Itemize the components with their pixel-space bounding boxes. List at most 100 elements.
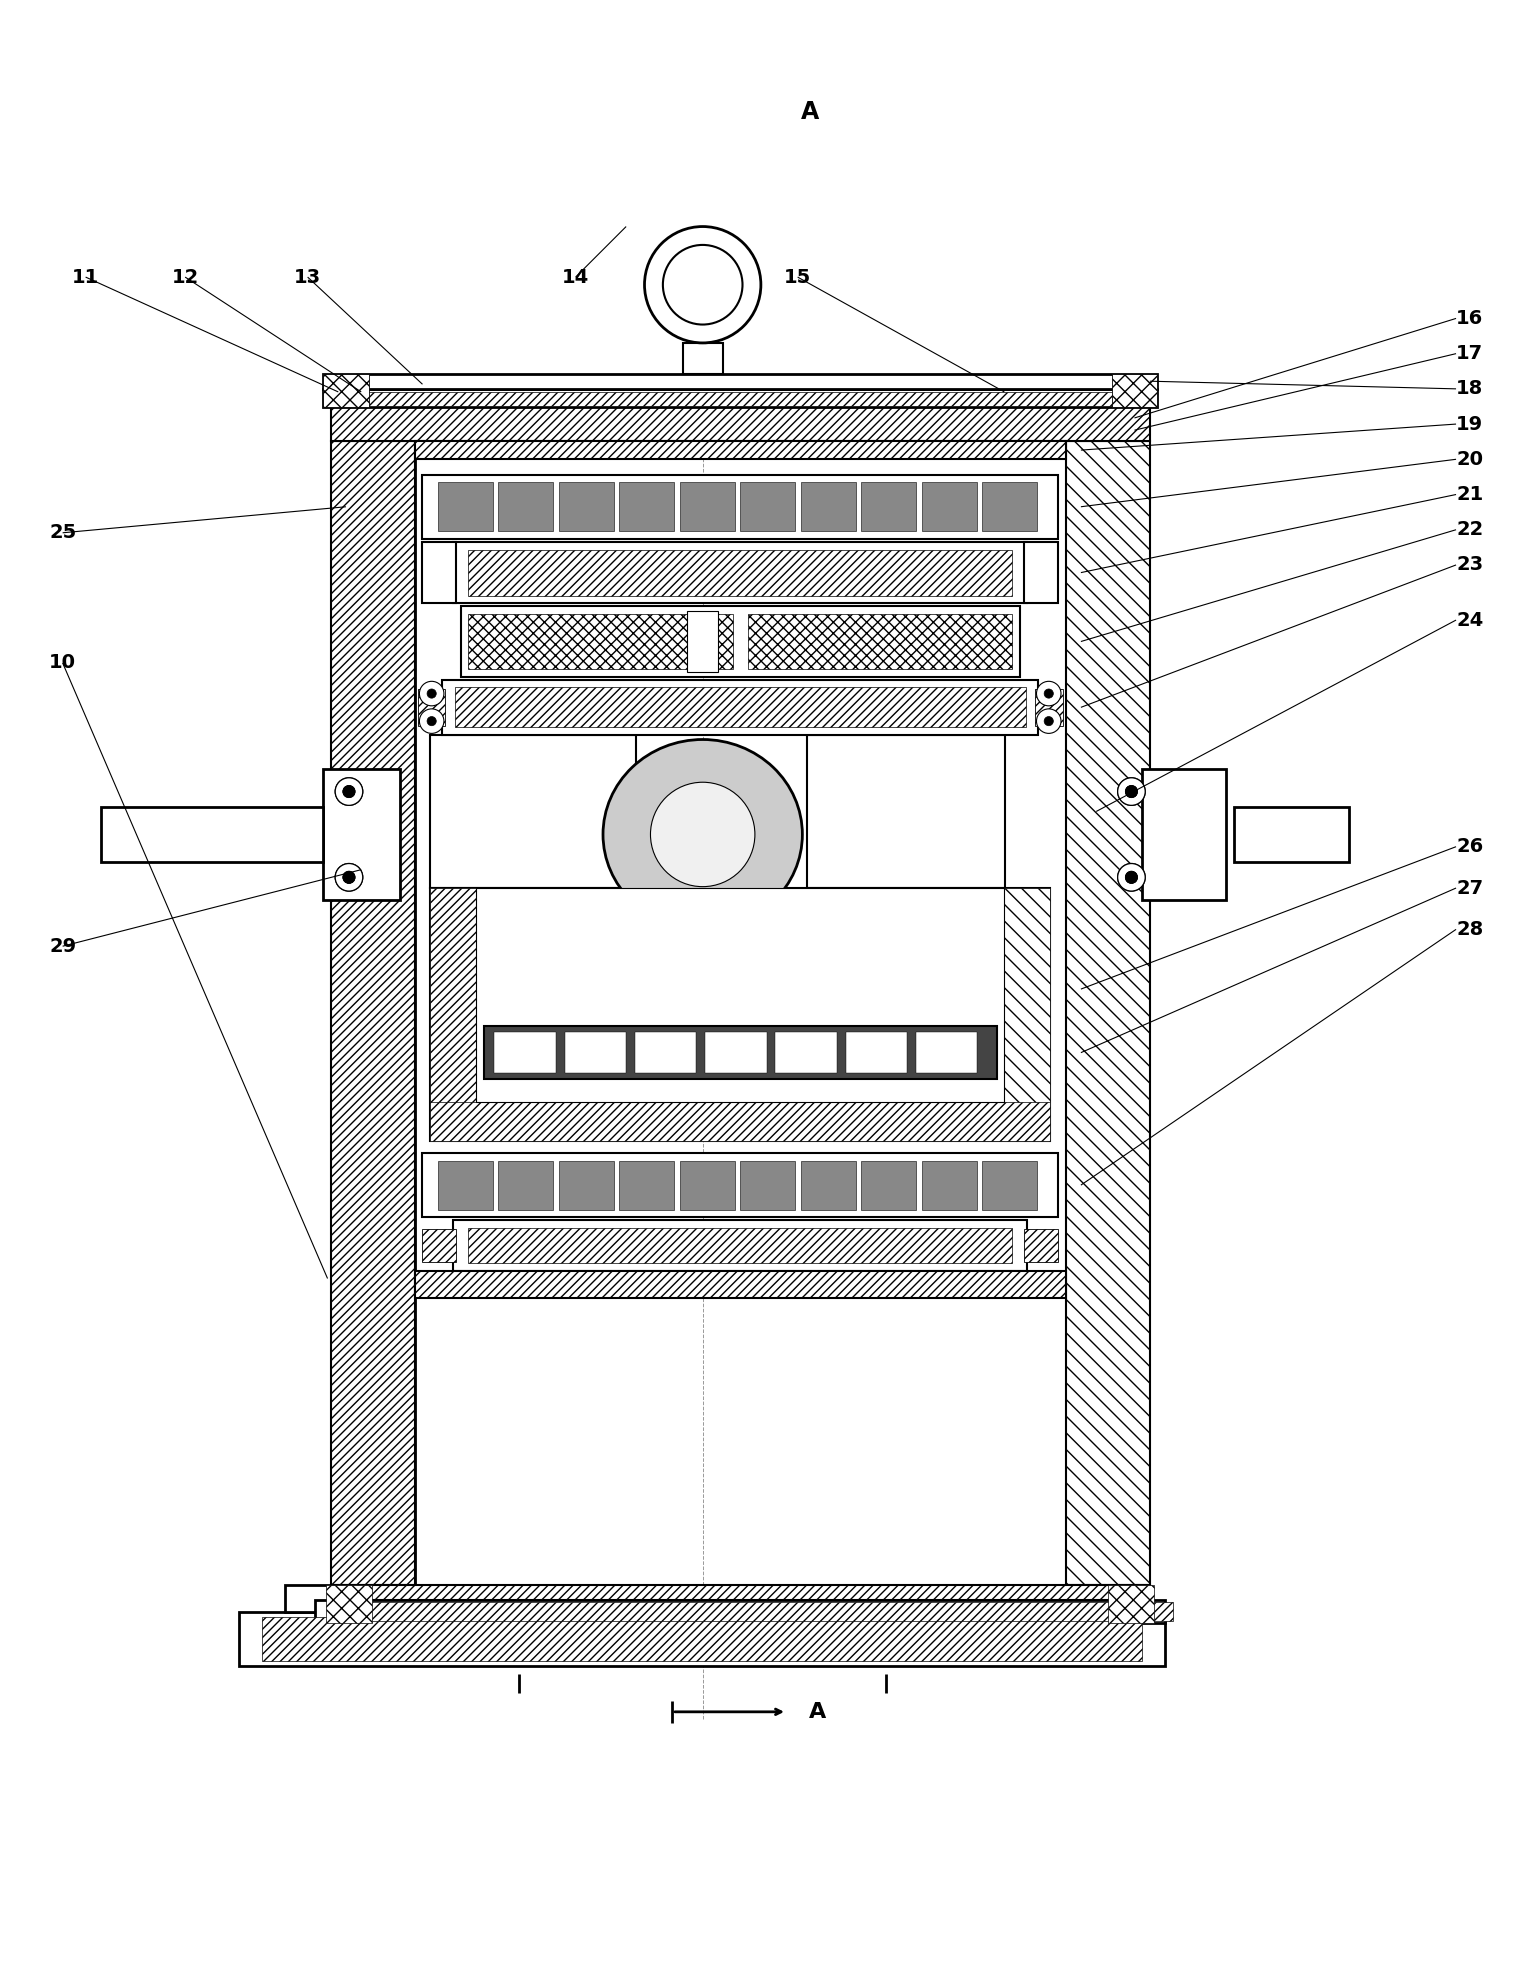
Bar [437,1160,492,1209]
Text: 29: 29 [49,937,77,955]
Circle shape [1118,778,1146,805]
Circle shape [1045,717,1054,727]
Bar [468,614,733,669]
Bar [324,768,399,900]
Bar [339,392,1143,406]
Bar [437,482,492,532]
Bar [422,1154,1058,1217]
Circle shape [1118,864,1146,892]
Circle shape [336,778,362,805]
Bar [417,689,445,727]
Circle shape [1126,786,1138,797]
Circle shape [336,778,362,805]
Circle shape [344,870,354,884]
Bar [861,482,916,532]
Bar [558,1160,614,1209]
Bar [922,1160,977,1209]
Text: 27: 27 [1456,878,1483,898]
Bar [741,482,795,532]
Text: 23: 23 [1456,555,1483,575]
Bar [499,1160,554,1209]
Ellipse shape [603,740,802,929]
Bar [422,541,456,603]
Bar [982,482,1037,532]
Text: 26: 26 [1456,837,1483,857]
Text: 24: 24 [1456,610,1483,630]
Text: 10: 10 [49,654,77,673]
Bar [285,1585,1120,1613]
Bar [620,482,675,532]
Bar [845,1032,907,1073]
Circle shape [1037,709,1062,732]
Bar [239,1613,1166,1666]
Bar [1109,1585,1155,1622]
Bar [916,1032,977,1073]
Circle shape [1126,870,1138,884]
Bar [741,1160,795,1209]
Bar [430,888,476,1140]
Bar [749,614,1012,669]
Bar [558,482,614,532]
Text: 20: 20 [1456,449,1483,469]
Bar [101,807,324,862]
Circle shape [1045,689,1054,699]
Bar [324,374,368,408]
Bar [861,1160,916,1209]
Text: 18: 18 [1456,380,1483,398]
Bar [680,1160,735,1209]
Bar [982,1160,1037,1209]
Bar [430,888,1051,1140]
Bar [468,549,1012,595]
Bar [683,343,723,374]
Text: 11: 11 [72,268,100,287]
Bar [339,1601,1174,1622]
Bar [801,1160,856,1209]
Circle shape [1118,864,1146,892]
Bar [327,1585,371,1622]
Bar [331,1585,1150,1601]
Circle shape [336,864,362,892]
Circle shape [663,244,742,325]
Bar [331,441,414,1585]
Text: 12: 12 [172,268,199,287]
Bar [316,1601,1166,1622]
Text: 13: 13 [295,268,321,287]
Circle shape [426,717,436,727]
Text: 17: 17 [1456,345,1483,362]
Circle shape [419,709,443,732]
Bar [414,1270,1066,1298]
Text: 19: 19 [1456,415,1483,433]
Bar [460,606,1020,677]
Bar [442,679,1039,734]
Text: A: A [801,100,819,124]
Circle shape [1126,786,1138,797]
Bar [422,1229,456,1262]
Bar [453,541,1028,603]
Text: 16: 16 [1456,309,1483,329]
Bar [922,482,977,532]
Bar [801,482,856,532]
Circle shape [426,689,436,699]
Text: 21: 21 [1456,484,1483,504]
Circle shape [336,864,362,892]
Bar [454,687,1026,727]
Circle shape [1126,870,1138,884]
Bar [635,1032,696,1073]
Bar [1035,689,1063,727]
Circle shape [344,786,354,797]
Ellipse shape [650,782,755,886]
Bar [422,475,1058,540]
Text: A: A [808,1701,827,1721]
Bar [483,1026,997,1079]
Bar [494,1032,555,1073]
Text: 14: 14 [561,268,589,287]
Bar [687,610,718,671]
Bar [807,734,1005,888]
Circle shape [344,786,354,797]
Circle shape [1037,681,1062,705]
Text: 15: 15 [784,268,811,287]
Bar [414,441,1066,459]
Bar [565,1032,626,1073]
Bar [1025,1229,1058,1262]
Bar [775,1032,836,1073]
